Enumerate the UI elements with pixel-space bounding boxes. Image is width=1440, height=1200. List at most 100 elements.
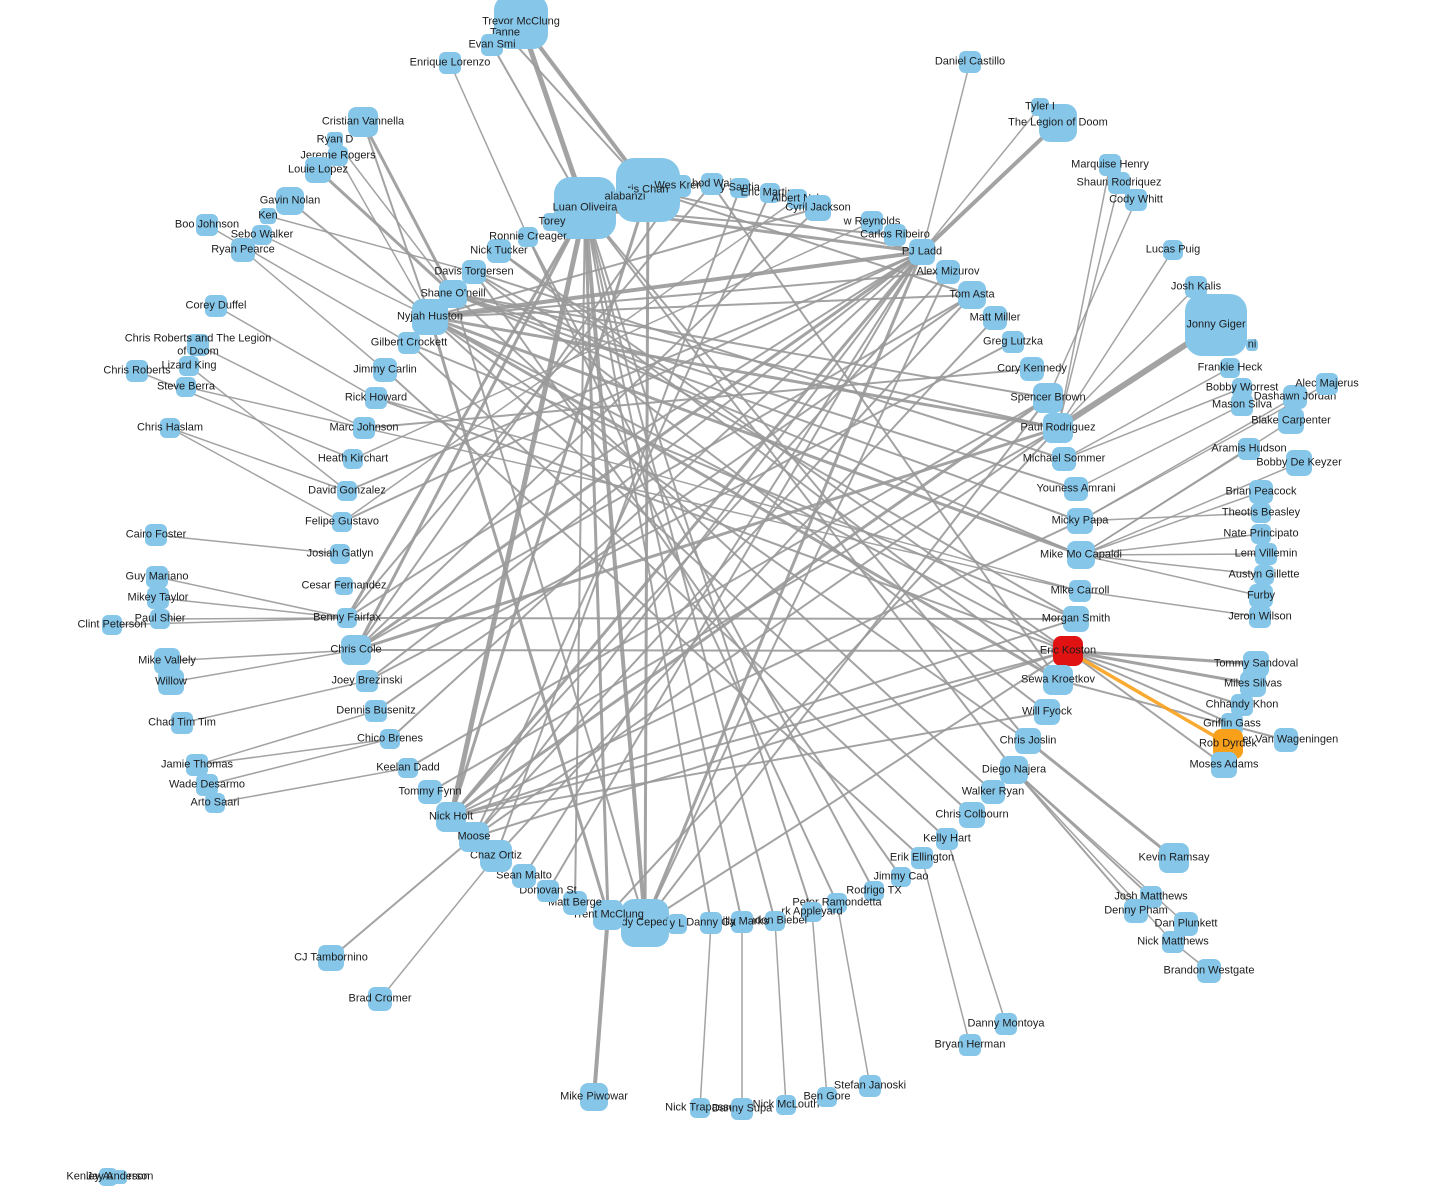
graph-node-cody-whitt[interactable]: Cody Whitt bbox=[1109, 189, 1163, 211]
graph-node-trent-mcclung[interactable]: Trent McClung bbox=[572, 900, 644, 930]
graph-node-hod-wai[interactable]: hod Wai bbox=[692, 173, 732, 195]
graph-node-guy-mariano[interactable]: Guy Mariano bbox=[126, 566, 188, 588]
graph-node-heath-kirchart[interactable]: Heath Kirchart bbox=[318, 449, 388, 469]
graph-node-tom-asta[interactable]: Tom Asta bbox=[949, 281, 995, 309]
graph-node-cody-cepeda[interactable]: ody Cepeda bbox=[615, 899, 675, 947]
graph-node-jimmy-cao[interactable]: Jimmy Cao bbox=[873, 867, 929, 887]
graph-node-iger-van-wageningen[interactable]: iger Van Wageningen bbox=[1234, 728, 1338, 752]
graph-node-rick-howard[interactable]: Rick Howard bbox=[345, 387, 407, 409]
graph-node-tyler-i[interactable]: Tyler I bbox=[1025, 98, 1055, 116]
graph-node-sebo-walker[interactable]: Sebo Walker bbox=[231, 225, 293, 245]
graph-node-jimmy-carlin[interactable]: Jimmy Carlin bbox=[353, 358, 417, 382]
graph-node-danny-montoya[interactable]: Danny Montoya bbox=[967, 1013, 1045, 1035]
graph-node-matt-miller[interactable]: Matt Miller bbox=[970, 306, 1020, 330]
graph-node-spencer-brown[interactable]: Spencer Brown bbox=[1010, 383, 1086, 413]
graph-node-chris-joslin[interactable]: Chris Joslin bbox=[1000, 728, 1056, 754]
graph-node-jonny-giger[interactable]: Jonny Giger bbox=[1185, 294, 1247, 356]
graph-node-will-fyock[interactable]: Will Fyock bbox=[1022, 699, 1072, 725]
graph-node-sewa-kroetkov[interactable]: Sewa Kroetkov bbox=[1021, 665, 1095, 695]
graph-node-w-reynolds[interactable]: w Reynolds bbox=[844, 211, 900, 233]
graph-node-alex-mizurov[interactable]: Alex Mizurov bbox=[917, 260, 979, 284]
graph-node-felipe-gustavo[interactable]: Felipe Gustavo bbox=[305, 512, 379, 532]
graph-node-furby[interactable]: Furby bbox=[1247, 584, 1275, 608]
graph-node-jeron-wilson[interactable]: Jeron Wilson bbox=[1228, 606, 1292, 628]
graph-node-brad-cromer[interactable]: Brad Cromer bbox=[349, 987, 411, 1011]
graph-node-aramis-hudson[interactable]: Aramis Hudson bbox=[1211, 438, 1287, 460]
graph-node-mikey-taylor[interactable]: Mikey Taylor bbox=[128, 587, 188, 609]
graph-node-cesar-fernandez[interactable]: Cesar Fernandez bbox=[302, 577, 387, 595]
graph-node-chris-haslam[interactable]: Chris Haslam bbox=[137, 418, 203, 438]
graph-node-tommy-fynn[interactable]: Tommy Fynn bbox=[399, 780, 461, 804]
graph-node-bobby-de-keyzer[interactable]: Bobby De Keyzer bbox=[1256, 450, 1342, 476]
graph-node-davis-torgersen[interactable]: Davis Torgersen bbox=[434, 260, 514, 284]
graph-node-theotis-beasley[interactable]: Theotis Beasley bbox=[1222, 503, 1300, 523]
graph-node-billy-marks[interactable]: Billy Marks bbox=[715, 911, 769, 933]
graph-node-donovan-st[interactable]: Donovan St bbox=[519, 880, 577, 902]
graph-node-nate-principato[interactable]: Nate Principato bbox=[1223, 524, 1299, 544]
graph-node-alec-majerus[interactable]: Alec Majerus bbox=[1295, 373, 1359, 395]
graph-node-chris-colbourn[interactable]: Chris Colbourn bbox=[935, 802, 1009, 828]
graph-node-brian-peacock[interactable]: Brian Peacock bbox=[1226, 480, 1296, 504]
graph-node-jereme-rogers[interactable]: Jereme Rogers bbox=[300, 146, 376, 166]
graph-node-daniel-castillo[interactable]: Daniel Castillo bbox=[935, 51, 1005, 73]
graph-node-micky-papa[interactable]: Micky Papa bbox=[1052, 508, 1108, 534]
graph-node-peter-ramondetta[interactable]: Peter Ramondetta bbox=[792, 893, 882, 913]
graph-node-jay-anderson[interactable]: Jay Anderson bbox=[87, 1170, 153, 1184]
graph-node-cory-kennedy[interactable]: Cory Kennedy bbox=[997, 357, 1067, 381]
graph-node-stefan-janoski[interactable]: Stefan Janoski bbox=[834, 1075, 906, 1097]
graph-node-josiah-gatlyn[interactable]: Josiah Gatlyn bbox=[307, 544, 373, 564]
graph-node-danny-supa[interactable]: Danny Supa bbox=[712, 1098, 772, 1120]
graph-node-wes-krem[interactable]: Wes Krem bbox=[654, 175, 706, 197]
graph-node-shane-oneill[interactable]: Shane O'neill bbox=[420, 280, 486, 308]
graph-node-brandon-westgate[interactable]: Brandon Westgate bbox=[1164, 959, 1254, 983]
graph-node-eric-martina[interactable]: Eric Martina bbox=[741, 183, 799, 203]
graph-node-greg-lutzka[interactable]: Greg Lutzka bbox=[983, 331, 1043, 353]
graph-node-lem-villemin[interactable]: Lem Villemin bbox=[1235, 543, 1297, 565]
graph-node-david-gonzalez[interactable]: David Gonzalez bbox=[308, 481, 386, 501]
graph-node-paul-rodriguez[interactable]: Paul Rodriguez bbox=[1020, 413, 1096, 443]
graph-node-jamie-thomas[interactable]: Jamie Thomas bbox=[161, 754, 233, 776]
graph-node-gavin-nolan[interactable]: Gavin Nolan bbox=[260, 187, 320, 215]
graph-node-ronnie-creager[interactable]: Ronnie Creager bbox=[489, 227, 567, 247]
graph-node-benny-fairfax[interactable]: Benny Fairfax bbox=[313, 608, 381, 628]
graph-node-y-santia[interactable]: y Santia bbox=[720, 178, 760, 198]
graph-node-rodrigo-tx[interactable]: Rodrigo TX bbox=[846, 881, 902, 901]
graph-node-matt-berge[interactable]: Matt Berge bbox=[548, 891, 602, 915]
graph-node-willow[interactable]: Willow bbox=[155, 669, 187, 695]
graph-node-pj-ladd[interactable]: PJ Ladd bbox=[902, 239, 942, 265]
graph-node-ni[interactable]: ni bbox=[1246, 339, 1258, 351]
graph-node-mike-mo-capaldi[interactable]: Mike Mo Capaldi bbox=[1040, 541, 1122, 569]
graph-node-cairo-foster[interactable]: Cairo Foster bbox=[126, 524, 186, 546]
graph-node-chris-roberts-legion[interactable]: Chris Roberts and The Legion of Doom bbox=[125, 332, 272, 357]
graph-node-ryan-pearce[interactable]: Ryan Pearce bbox=[211, 238, 275, 262]
graph-node-diego-najera[interactable]: Diego Najera bbox=[982, 756, 1046, 784]
graph-node-walker-ryan[interactable]: Walker Ryan bbox=[962, 780, 1024, 804]
graph-node-enrique-lorenzo[interactable]: Enrique Lorenzo bbox=[410, 52, 490, 74]
graph-node-brandon-biebel[interactable]: andon Biebel bbox=[743, 911, 807, 931]
graph-node-michael-sommer[interactable]: Michael Sommer bbox=[1023, 447, 1105, 471]
graph-node-joey-brezinski[interactable]: Joey Brezinski bbox=[332, 670, 402, 692]
graph-node-dennis-busenitz[interactable]: Dennis Busenitz bbox=[336, 700, 416, 722]
graph-node-corey-duffel[interactable]: Corey Duffel bbox=[186, 295, 246, 317]
graph-node-lucas-puig[interactable]: Lucas Puig bbox=[1146, 240, 1200, 260]
graph-node-marc-johnson[interactable]: Marc Johnson bbox=[329, 417, 399, 439]
graph-node-erik-ellington[interactable]: Erik Ellington bbox=[890, 847, 954, 869]
graph-node-lizard-king[interactable]: Lizard King bbox=[161, 356, 217, 376]
graph-node-chico-brenes[interactable]: Chico Brenes bbox=[357, 729, 423, 749]
graph-node-torey[interactable]: Torey bbox=[539, 213, 565, 231]
graph-node-louie-lopez[interactable]: Louie Lopez bbox=[288, 157, 348, 183]
graph-node-dashawn-jordan[interactable]: Dashawn Jordan bbox=[1254, 385, 1336, 409]
graph-node-ken[interactable]: Ken bbox=[258, 208, 278, 224]
graph-node-keelan-dadd[interactable]: Keelan Dadd bbox=[376, 758, 440, 778]
graph-node-luan-oliveira[interactable]: Luan Oliveira bbox=[553, 177, 617, 239]
graph-node-blake-carpenter[interactable]: Blake Carpenter bbox=[1251, 408, 1331, 434]
graph-node-nick-tucker[interactable]: Nick Tucker bbox=[470, 239, 528, 263]
graph-node-moses-adams[interactable]: Moses Adams bbox=[1189, 752, 1259, 778]
graph-node-arto-saari[interactable]: Arto Saari bbox=[191, 793, 239, 813]
graph-node-denny-pham[interactable]: Denny Pham bbox=[1104, 899, 1168, 923]
graph-node-gilbert-crockett[interactable]: Gilbert Crockett bbox=[371, 332, 447, 354]
graph-node-alabanzi[interactable]: alabanzi bbox=[605, 188, 645, 206]
graph-node-nick-trapasso[interactable]: Nick Trapasso bbox=[665, 1098, 735, 1118]
graph-node-mark-appleyard[interactable]: rk Appleyard bbox=[781, 902, 843, 922]
